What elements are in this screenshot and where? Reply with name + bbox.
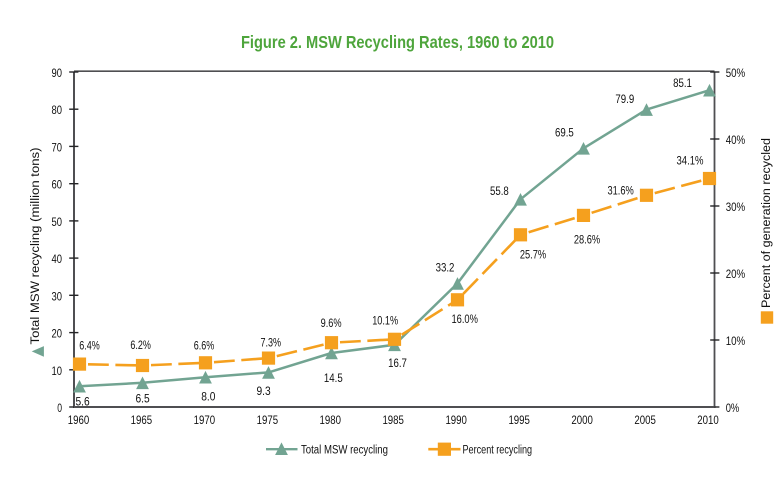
svg-text:30: 30 (52, 291, 63, 303)
svg-text:69.5: 69.5 (555, 128, 574, 140)
svg-text:55.8: 55.8 (490, 186, 509, 198)
svg-text:8.0: 8.0 (201, 392, 215, 404)
svg-text:6.6%: 6.6% (194, 340, 215, 352)
svg-text:10.1%: 10.1% (372, 316, 398, 328)
svg-text:70: 70 (52, 142, 63, 154)
svg-text:9.6%: 9.6% (321, 318, 342, 330)
svg-text:1975: 1975 (257, 415, 279, 427)
svg-text:20: 20 (52, 329, 63, 341)
svg-text:31.6%: 31.6% (607, 186, 633, 198)
svg-text:7.3%: 7.3% (260, 337, 281, 349)
svg-text:40%: 40% (726, 135, 746, 147)
svg-text:60: 60 (52, 180, 63, 192)
svg-text:1960: 1960 (68, 415, 90, 427)
svg-text:28.6%: 28.6% (574, 234, 600, 246)
svg-text:79.9: 79.9 (615, 94, 634, 106)
svg-text:Total MSW recycling (million t: Total MSW recycling (million tons) (30, 147, 42, 344)
svg-text:Figure 2. MSW Recycling Rates,: Figure 2. MSW Recycling Rates, 1960 to 2… (241, 32, 554, 52)
svg-text:2000: 2000 (571, 415, 593, 427)
svg-text:9.3: 9.3 (257, 386, 271, 398)
svg-text:16.0%: 16.0% (451, 314, 478, 326)
svg-text:6.4%: 6.4% (79, 340, 100, 352)
svg-text:40: 40 (52, 254, 63, 266)
svg-text:1990: 1990 (445, 415, 467, 427)
svg-text:85.1: 85.1 (673, 78, 692, 90)
svg-text:1970: 1970 (194, 415, 216, 427)
svg-text:20%: 20% (726, 269, 746, 281)
svg-text:Percent recycling: Percent recycling (463, 444, 533, 456)
svg-text:50%: 50% (726, 68, 746, 80)
svg-text:5.6: 5.6 (76, 397, 90, 409)
svg-text:2005: 2005 (634, 415, 656, 427)
svg-text:0%: 0% (726, 403, 740, 415)
svg-text:90: 90 (52, 68, 63, 80)
svg-text:6.5: 6.5 (136, 393, 150, 405)
svg-text:80: 80 (52, 105, 63, 117)
svg-text:1980: 1980 (320, 415, 342, 427)
svg-text:30%: 30% (726, 202, 746, 214)
svg-text:10%: 10% (726, 336, 746, 348)
svg-text:Percent of generation recycled: Percent of generation recycled (761, 138, 773, 308)
svg-text:0: 0 (57, 403, 62, 415)
svg-text:Total MSW recycling: Total MSW recycling (301, 444, 388, 456)
svg-text:25.7%: 25.7% (520, 249, 546, 261)
svg-text:34.1%: 34.1% (677, 156, 704, 168)
svg-text:6.2%: 6.2% (130, 340, 151, 352)
svg-text:16.7: 16.7 (388, 358, 407, 370)
svg-text:10: 10 (52, 366, 63, 378)
svg-text:1965: 1965 (131, 415, 153, 427)
svg-text:1985: 1985 (382, 415, 404, 427)
svg-text:1995: 1995 (508, 415, 530, 427)
svg-text:14.5: 14.5 (324, 373, 343, 385)
svg-text:33.2: 33.2 (436, 263, 455, 275)
svg-text:50: 50 (52, 217, 63, 229)
svg-text:2010: 2010 (697, 415, 719, 427)
